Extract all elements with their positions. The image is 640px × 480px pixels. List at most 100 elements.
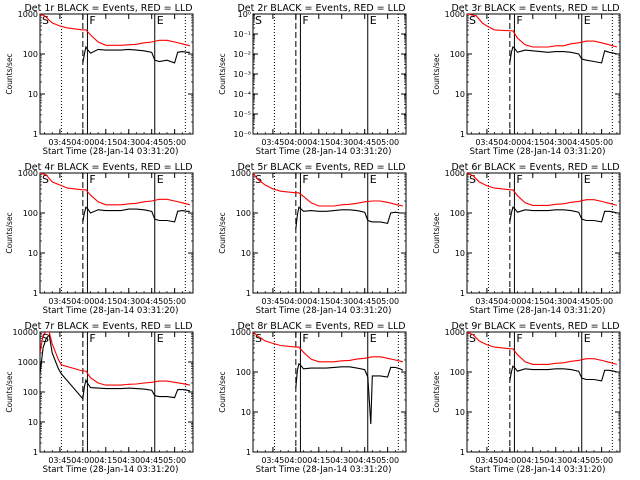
time-marker-label: E bbox=[370, 332, 377, 345]
x-tick-label: 03:45 bbox=[261, 456, 284, 465]
chart-panel: Det 1r BLACK = Events, RED = LLD 1 10 100 10… bbox=[5, 3, 194, 157]
y-tick-label: 1 bbox=[246, 448, 251, 457]
time-marker-label: E bbox=[157, 14, 164, 27]
x-tick-label: 03:45 bbox=[48, 456, 71, 465]
y-tick-label: 100 bbox=[23, 50, 38, 59]
x-tick-label: 04:30 bbox=[117, 456, 140, 465]
x-tick-label: 04:00 bbox=[71, 456, 94, 465]
y-axis-label: Counts/sec bbox=[218, 53, 227, 94]
y-tick-label: 1 bbox=[460, 448, 465, 457]
x-tick-label: 04:00 bbox=[284, 138, 307, 147]
y-axis-label: Counts/sec bbox=[5, 53, 14, 94]
time-marker-label: E bbox=[584, 332, 591, 345]
chart-panel: Det 4r BLACK = Events, RED = LLD 1 10 100 10… bbox=[5, 162, 194, 316]
time-marker-label: E bbox=[584, 173, 591, 186]
x-tick-label: 05:00 bbox=[376, 456, 399, 465]
y-tick-label: 1 bbox=[460, 289, 465, 298]
x-tick-label: 03:45 bbox=[475, 138, 498, 147]
series-line bbox=[40, 333, 191, 400]
x-tick-label: 04:00 bbox=[284, 456, 307, 465]
plot-frame bbox=[466, 331, 621, 453]
x-axis-label: Start Time (28-Jan-14 03:31:20) bbox=[256, 465, 392, 475]
chart-panel: Det 2r BLACK = Events, RED = LLD 10⁻⁶ 10⁻⁵… bbox=[218, 3, 407, 157]
x-tick-label: 05:00 bbox=[376, 297, 399, 306]
chart-title: Det 7r BLACK = Events, RED = LLD bbox=[24, 321, 192, 332]
time-marker-label: F bbox=[516, 14, 522, 27]
plot-frame bbox=[252, 172, 407, 294]
y-tick-label: 1000 bbox=[445, 169, 465, 178]
chart-title: Det 6r BLACK = Events, RED = LLD bbox=[451, 162, 619, 173]
time-marker-label: S bbox=[255, 14, 262, 27]
y-tick-label: 100 bbox=[23, 209, 38, 218]
x-tick-label: 04:00 bbox=[71, 297, 94, 306]
series-line bbox=[295, 362, 404, 425]
chart-panel: Det 7r BLACK = Events, RED = LLD 1 10 100 10… bbox=[5, 321, 194, 475]
y-tick-label: 1000 bbox=[445, 10, 465, 19]
y-tick-label: 10⁻¹ bbox=[233, 30, 251, 39]
x-tick-label: 03:45 bbox=[475, 297, 498, 306]
y-tick-label: 1000 bbox=[18, 10, 38, 19]
time-marker-label: S bbox=[469, 173, 476, 186]
y-tick-label: 10 bbox=[455, 90, 465, 99]
y-tick-label: 10 bbox=[28, 90, 38, 99]
y-tick-label: 10⁻³ bbox=[233, 70, 251, 79]
y-tick-label: 100 bbox=[450, 368, 465, 377]
y-tick-label: 10 bbox=[455, 408, 465, 417]
series-line bbox=[82, 206, 190, 223]
time-marker-label: S bbox=[469, 332, 476, 345]
time-marker-label: F bbox=[302, 173, 308, 186]
x-tick-label: 04:00 bbox=[284, 297, 307, 306]
y-tick-label: 1 bbox=[33, 448, 38, 457]
series-line bbox=[509, 206, 618, 223]
y-tick-label: 10⁰ bbox=[238, 10, 251, 19]
x-axis-label: Start Time (28-Jan-14 03:31:20) bbox=[470, 147, 606, 157]
x-tick-label: 05:00 bbox=[163, 297, 186, 306]
x-tick-label: 04:30 bbox=[330, 456, 353, 465]
time-marker-label: F bbox=[89, 332, 95, 345]
y-axis-label: Counts/sec bbox=[432, 212, 441, 253]
y-axis-label: Counts/sec bbox=[218, 371, 227, 412]
x-tick-label: 04:45 bbox=[140, 297, 163, 306]
y-tick-label: 10 bbox=[455, 249, 465, 258]
series-line bbox=[253, 173, 404, 207]
x-tick-label: 05:00 bbox=[590, 138, 613, 147]
series-line bbox=[467, 332, 618, 365]
x-axis-label: Start Time (28-Jan-14 03:31:20) bbox=[256, 147, 392, 157]
series-line bbox=[509, 46, 618, 64]
plot-frame bbox=[39, 331, 194, 453]
y-tick-label: 10⁻⁴ bbox=[233, 90, 251, 99]
y-tick-label: 10⁻⁶ bbox=[233, 130, 251, 139]
y-tick-label: 100 bbox=[23, 388, 38, 397]
plot-frame bbox=[466, 172, 621, 294]
x-tick-label: 04:15 bbox=[521, 456, 544, 465]
x-axis-label: Start Time (28-Jan-14 03:31:20) bbox=[43, 465, 179, 475]
x-tick-label: 05:00 bbox=[376, 138, 399, 147]
plot-frame bbox=[466, 13, 621, 135]
x-tick-label: 04:15 bbox=[94, 456, 117, 465]
y-tick-label: 1000 bbox=[231, 169, 251, 178]
x-tick-label: 04:45 bbox=[567, 297, 590, 306]
series-line bbox=[40, 332, 191, 386]
chart-title: Det 1r BLACK = Events, RED = LLD bbox=[24, 3, 192, 14]
series-line bbox=[295, 206, 403, 229]
chart-title: Det 4r BLACK = Events, RED = LLD bbox=[24, 162, 192, 173]
time-marker-label: F bbox=[89, 173, 95, 186]
y-tick-label: 1 bbox=[246, 289, 251, 298]
series-line bbox=[82, 45, 190, 64]
y-tick-label: 100 bbox=[236, 368, 251, 377]
y-tick-label: 100 bbox=[450, 50, 465, 59]
x-tick-label: 04:15 bbox=[307, 138, 330, 147]
chart-title: Det 8r BLACK = Events, RED = LLD bbox=[237, 321, 405, 332]
time-marker-label: F bbox=[516, 332, 522, 345]
series-line bbox=[467, 14, 618, 48]
x-tick-label: 04:30 bbox=[544, 297, 567, 306]
x-axis-label: Start Time (28-Jan-14 03:31:20) bbox=[470, 306, 606, 316]
x-tick-label: 04:15 bbox=[307, 456, 330, 465]
time-marker-label: S bbox=[255, 332, 262, 345]
chart-panel: Det 5r BLACK = Events, RED = LLD 1 10 100 10… bbox=[218, 162, 407, 316]
x-tick-label: 04:00 bbox=[71, 138, 94, 147]
x-tick-label: 04:30 bbox=[117, 138, 140, 147]
x-tick-label: 04:45 bbox=[353, 138, 376, 147]
series-line bbox=[253, 332, 404, 363]
